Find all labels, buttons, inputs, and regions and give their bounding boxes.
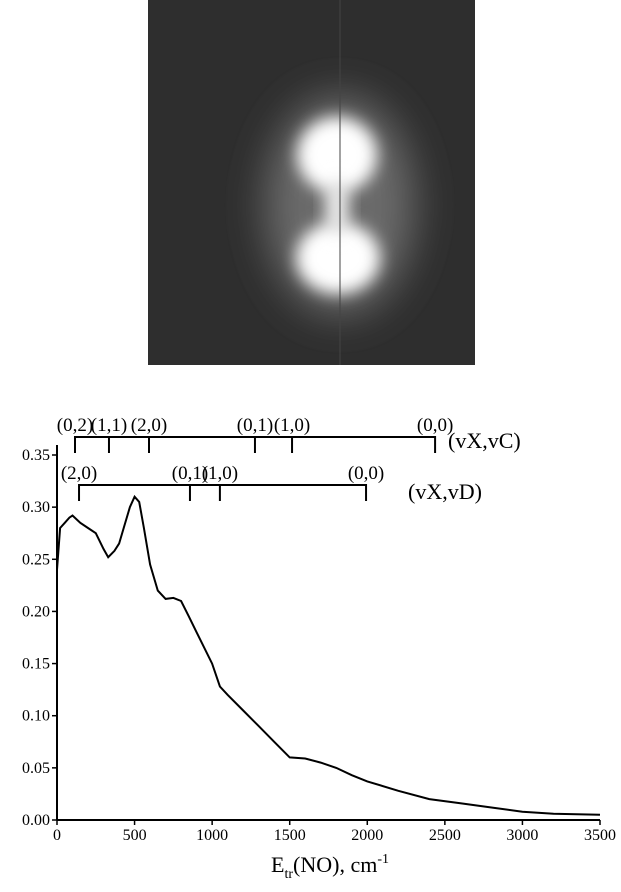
figure: 0.00 0.05 0.10 0.15 0.20 0.25 0.30 0.35 0 500 1000… bbox=[0, 0, 621, 892]
y-tick-label: 0.05 bbox=[22, 760, 50, 777]
y-tick-label: 0.20 bbox=[22, 603, 50, 620]
x-tick-label: 3500 bbox=[584, 827, 616, 844]
comb-name: (vX,vC) bbox=[448, 428, 521, 453]
comb-label: (0,0) bbox=[348, 463, 384, 484]
y-tick-label: 0.10 bbox=[22, 708, 50, 725]
detector-image bbox=[148, 0, 475, 365]
x-axis-label-part: -1 bbox=[377, 852, 389, 867]
comb-label: (1,0) bbox=[202, 463, 238, 484]
comb-label: (2,0) bbox=[131, 415, 167, 436]
x-tick-label: 3000 bbox=[506, 827, 538, 844]
y-tick-label: 0.15 bbox=[22, 656, 50, 673]
x-axis-label-part: (NO), cm bbox=[293, 852, 377, 877]
x-tick-label: 2500 bbox=[429, 827, 461, 844]
x-tick-label: 1500 bbox=[274, 827, 306, 844]
x-axis-label-part: tr bbox=[284, 867, 293, 882]
comb-label: (0,1) bbox=[237, 415, 273, 436]
x-axis-label-part: E bbox=[271, 852, 284, 877]
comb-label: (2,0) bbox=[61, 463, 97, 484]
x-axis-label: Etr(NO), cm-1 bbox=[271, 852, 389, 882]
x-tick-label: 1000 bbox=[196, 827, 228, 844]
data-line bbox=[57, 497, 600, 815]
y-tick-label: 0.35 bbox=[22, 447, 50, 464]
comb-name: (vX,vD) bbox=[408, 479, 482, 504]
comb-label: (1,1) bbox=[91, 415, 127, 436]
y-tick-label: 0.00 bbox=[22, 812, 50, 829]
comb-label: (1,0) bbox=[274, 415, 310, 436]
comb-label: (0,2) bbox=[57, 415, 93, 436]
plot: 0.00 0.05 0.10 0.15 0.20 0.25 0.30 0.35 0 500 1000… bbox=[22, 415, 616, 882]
y-tick-label: 0.25 bbox=[22, 551, 50, 568]
x-tick-label: 0 bbox=[53, 827, 61, 844]
y-tick-label: 0.30 bbox=[22, 499, 50, 516]
x-tick-label: 2000 bbox=[351, 827, 383, 844]
x-tick-label: 500 bbox=[123, 827, 147, 844]
